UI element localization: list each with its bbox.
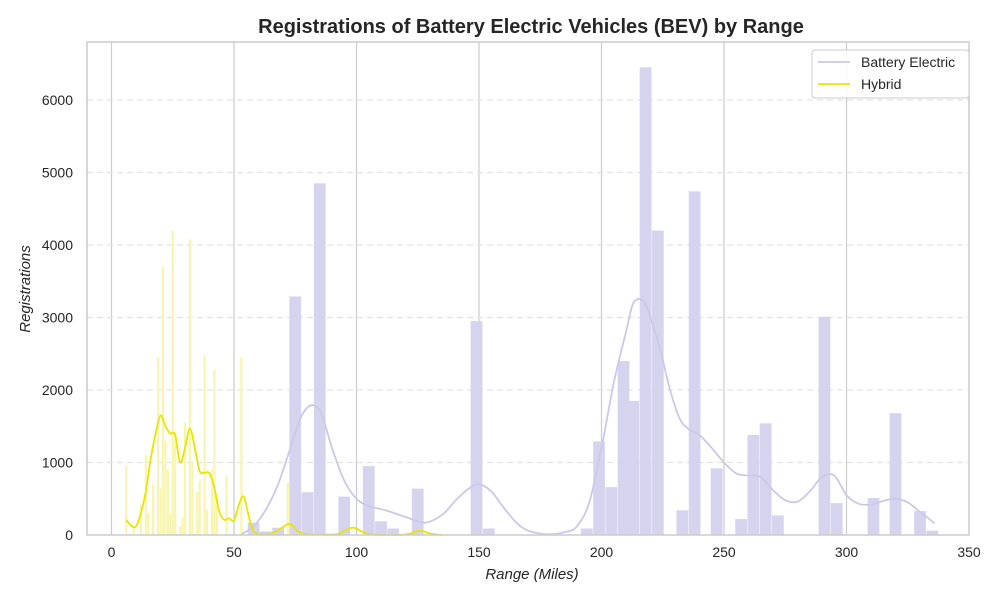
hybrid-bar xyxy=(181,516,184,535)
hybrid-bar xyxy=(164,440,167,535)
bev-bar xyxy=(759,423,772,535)
bev-bar xyxy=(313,183,326,535)
hybrid-bar xyxy=(152,484,155,535)
hybrid-bar xyxy=(196,491,199,535)
bev-bar xyxy=(617,361,630,535)
hybrid-bar xyxy=(166,469,169,535)
x-tick-label: 300 xyxy=(835,544,859,560)
bev-bar xyxy=(926,530,939,535)
bev-density-line xyxy=(240,298,936,536)
y-tick-labels: 0 1000 2000 3000 4000 5000 6000 xyxy=(42,92,73,543)
hybrid-bar xyxy=(213,369,216,535)
bev-bar xyxy=(375,521,387,535)
hybrid-bar xyxy=(188,239,192,535)
hybrid-bar xyxy=(205,509,209,535)
hybrid-bar xyxy=(147,513,150,535)
y-axis-title: Registrations xyxy=(17,245,34,333)
x-tick-label: 250 xyxy=(712,544,736,560)
density-lines xyxy=(125,298,936,536)
y-tick-label: 4000 xyxy=(42,237,73,253)
bev-bar xyxy=(772,515,784,535)
hybrid-bar xyxy=(171,230,174,535)
chart-title: Registrations of Battery Electric Vehicl… xyxy=(258,16,804,38)
plot-frame xyxy=(86,41,970,536)
hybrid-bar xyxy=(125,466,128,535)
hybrid-bar xyxy=(286,482,290,535)
bev-bar xyxy=(651,230,664,535)
hybrid-bar xyxy=(198,480,201,535)
bev-bars xyxy=(247,67,939,535)
x-tick-label: 350 xyxy=(957,544,981,560)
hybrid-bar xyxy=(161,266,165,535)
bev-bar xyxy=(688,191,701,535)
bev-bar xyxy=(889,413,902,535)
hybrid-bar xyxy=(132,527,135,535)
hybrid-bars xyxy=(125,230,290,535)
hybrid-bar xyxy=(139,504,143,535)
hybrid-bar xyxy=(240,356,243,535)
x-tick-label: 0 xyxy=(108,544,116,560)
x-tick-label: 150 xyxy=(467,544,491,560)
bev-bar xyxy=(830,503,843,535)
hybrid-bar xyxy=(225,475,228,535)
bev-bar xyxy=(747,434,760,535)
legend-hybrid-label: Hybrid xyxy=(861,76,901,92)
x-tick-label: 50 xyxy=(226,544,242,560)
bev-bar xyxy=(639,67,652,535)
hybrid-bar xyxy=(191,462,194,535)
hybrid-bar xyxy=(159,487,162,535)
legend: Battery Electric Hybrid xyxy=(811,49,970,99)
bev-bar xyxy=(362,466,375,535)
bev-bar xyxy=(289,296,302,535)
hybrid-bar xyxy=(174,433,177,535)
grid-layer xyxy=(87,42,969,535)
bev-bar xyxy=(735,519,748,535)
hybrid-bar xyxy=(169,513,172,535)
x-tick-label: 200 xyxy=(590,544,614,560)
bev-bar xyxy=(710,468,723,535)
bev-bar xyxy=(914,511,926,535)
hybrid-bar xyxy=(156,357,160,535)
bev-bar xyxy=(593,441,605,535)
bev-bar xyxy=(580,528,593,535)
legend-bev-label: Battery Electric xyxy=(861,54,955,70)
y-tick-label: 3000 xyxy=(42,310,73,326)
bev-bar xyxy=(818,316,831,535)
bev-bar xyxy=(411,488,424,535)
hybrid-bar xyxy=(215,498,218,535)
bev-bar xyxy=(470,321,483,535)
x-axis-title: Range (Miles) xyxy=(485,566,578,583)
bev-bar xyxy=(627,400,640,535)
hybrid-bar xyxy=(203,355,206,535)
y-tick-label: 6000 xyxy=(42,92,73,108)
x-tick-labels: 0 50 100 150 200 250 300 350 xyxy=(108,544,981,560)
y-tick-label: 1000 xyxy=(42,455,73,471)
bev-bar xyxy=(301,492,314,535)
hybrid-density-line xyxy=(125,414,443,536)
hybrid-bar xyxy=(183,422,187,535)
x-tick-label: 100 xyxy=(345,544,369,560)
bev-bar xyxy=(272,527,284,535)
bev-bar xyxy=(605,487,618,535)
bev-bar xyxy=(259,531,272,535)
y-tick-label: 0 xyxy=(65,527,73,543)
bev-bar xyxy=(676,510,689,535)
hybrid-bar xyxy=(178,526,182,535)
bev-bar xyxy=(867,498,880,535)
y-tick-label: 2000 xyxy=(42,382,73,398)
bev-bar xyxy=(387,528,400,535)
hybrid-bar xyxy=(210,469,214,535)
bev-bar xyxy=(482,528,495,535)
legend-box xyxy=(811,49,970,99)
bev-bar xyxy=(338,496,351,535)
y-tick-label: 5000 xyxy=(42,165,73,181)
bev-bar xyxy=(247,522,260,535)
